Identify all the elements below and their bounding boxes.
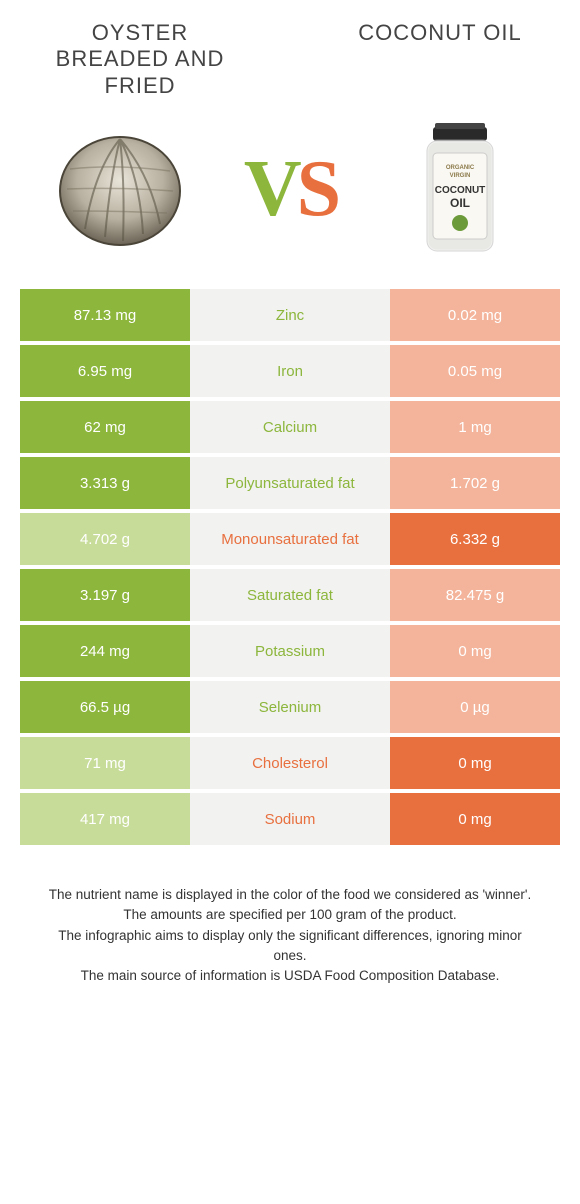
svg-text:OIL: OIL <box>450 196 470 210</box>
nutrient-name: Potassium <box>190 625 390 677</box>
nutrient-row: 6.95 mgIron0.05 mg <box>20 345 560 397</box>
footer-line-2: The amounts are specified per 100 gram o… <box>40 905 540 925</box>
right-value: 0 mg <box>390 793 560 845</box>
svg-text:COCONUT: COCONUT <box>435 185 486 196</box>
left-value: 3.197 g <box>20 569 190 621</box>
left-value: 87.13 mg <box>20 289 190 341</box>
nutrient-row: 417 mgSodium0 mg <box>20 793 560 845</box>
title-right: Coconut oil <box>340 20 540 99</box>
nutrient-name: Saturated fat <box>190 569 390 621</box>
left-value: 71 mg <box>20 737 190 789</box>
nutrient-row: 66.5 µgSelenium0 µg <box>20 681 560 733</box>
vs-v: V <box>244 145 297 233</box>
nutrient-name: Iron <box>190 345 390 397</box>
nutrient-row: 87.13 mgZinc0.02 mg <box>20 289 560 341</box>
nutrient-name: Sodium <box>190 793 390 845</box>
footer-line-1: The nutrient name is displayed in the co… <box>40 885 540 905</box>
nutrient-name: Polyunsaturated fat <box>190 457 390 509</box>
vs-label: VS <box>244 144 336 235</box>
right-value: 1.702 g <box>390 457 560 509</box>
footer-line-4: The main source of information is USDA F… <box>40 966 540 986</box>
nutrient-name: Cholesterol <box>190 737 390 789</box>
header: Oyster breaded and fried Coconut oil <box>0 0 580 109</box>
left-value: 417 mg <box>20 793 190 845</box>
right-value: 0.05 mg <box>390 345 560 397</box>
left-value: 6.95 mg <box>20 345 190 397</box>
right-value: 0.02 mg <box>390 289 560 341</box>
right-value: 0 mg <box>390 737 560 789</box>
oyster-image <box>50 119 190 259</box>
nutrient-table: 87.13 mgZinc0.02 mg6.95 mgIron0.05 mg62 … <box>20 289 560 845</box>
nutrient-row: 3.197 gSaturated fat82.475 g <box>20 569 560 621</box>
nutrient-row: 3.313 gPolyunsaturated fat1.702 g <box>20 457 560 509</box>
footer-line-3: The infographic aims to display only the… <box>40 926 540 967</box>
coconut-oil-image: ORGANIC VIRGIN COCONUT OIL <box>390 119 530 259</box>
vs-s: S <box>297 145 337 233</box>
svg-text:ORGANIC: ORGANIC <box>446 165 475 171</box>
svg-text:VIRGIN: VIRGIN <box>450 173 471 179</box>
nutrient-name: Zinc <box>190 289 390 341</box>
left-value: 4.702 g <box>20 513 190 565</box>
nutrient-name: Monounsaturated fat <box>190 513 390 565</box>
left-value: 3.313 g <box>20 457 190 509</box>
right-value: 6.332 g <box>390 513 560 565</box>
nutrient-row: 4.702 gMonounsaturated fat6.332 g <box>20 513 560 565</box>
nutrient-row: 71 mgCholesterol0 mg <box>20 737 560 789</box>
left-value: 62 mg <box>20 401 190 453</box>
right-value: 0 µg <box>390 681 560 733</box>
left-value: 66.5 µg <box>20 681 190 733</box>
footer-notes: The nutrient name is displayed in the co… <box>40 885 540 986</box>
nutrient-name: Selenium <box>190 681 390 733</box>
nutrient-name: Calcium <box>190 401 390 453</box>
nutrient-row: 244 mgPotassium0 mg <box>20 625 560 677</box>
right-value: 82.475 g <box>390 569 560 621</box>
title-left: Oyster breaded and fried <box>40 20 240 99</box>
left-value: 244 mg <box>20 625 190 677</box>
images-row: VS ORGANIC VIRGIN COCONUT OIL <box>0 109 580 289</box>
right-value: 0 mg <box>390 625 560 677</box>
nutrient-row: 62 mgCalcium1 mg <box>20 401 560 453</box>
right-value: 1 mg <box>390 401 560 453</box>
